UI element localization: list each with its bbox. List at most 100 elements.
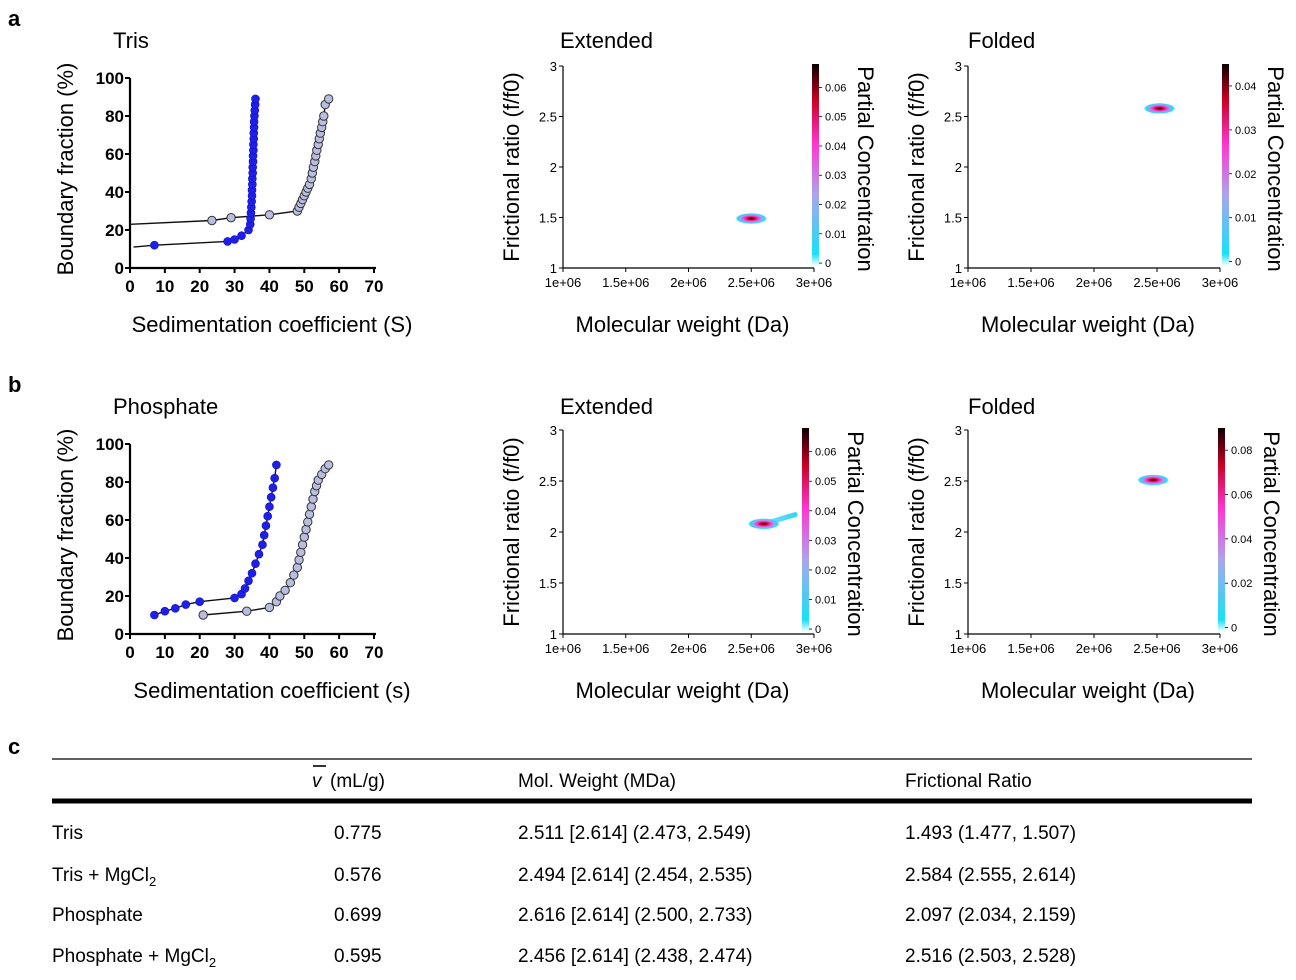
chart-phosphate-folded: Folded 1e+06 1.5e+06 2e+06 2.5e+06 3e+06 1 1.5 2… [904, 394, 1284, 703]
data-point [306, 502, 316, 512]
colorbar [812, 64, 819, 266]
data-point [171, 604, 180, 613]
y-tick-label: 100 [96, 435, 124, 454]
data-point [270, 473, 279, 483]
data-point [268, 483, 278, 493]
panel-letter-c: c [8, 734, 20, 759]
row-label: Phosphate + MgCl2 [52, 946, 216, 970]
colorbar-tick-label: 0.03 [825, 170, 846, 182]
table-header: v (mL/g) Mol. Weight (MDa) Frictional Ra… [312, 765, 1032, 792]
data-point [240, 584, 250, 593]
heat-peak [1143, 102, 1176, 114]
x-tick-label: 60 [330, 643, 349, 662]
x-tick-label: 2.5e+06 [728, 641, 775, 656]
x-tick-label: 3e+06 [796, 641, 833, 656]
y-tick-label: 2.5 [944, 474, 962, 489]
row-mw: 2.456 [2.614] (2.438, 2.474) [518, 946, 753, 967]
colorbar [1218, 428, 1225, 632]
row-label: Tris + MgCl2 [52, 865, 156, 889]
x-tick-label: 50 [295, 643, 314, 662]
x-tick-label: 2e+06 [1076, 275, 1113, 290]
colorbar-tick-label: 0.02 [815, 565, 836, 577]
colorbar-tick-label: 0 [815, 624, 821, 636]
data-point [251, 94, 260, 104]
data-point [230, 235, 239, 244]
colorbar-tick-label: 0 [1235, 257, 1241, 269]
data-point [263, 511, 272, 521]
y-tick-label: 1.5 [944, 211, 962, 226]
data-point [181, 600, 191, 609]
data-point [242, 606, 252, 616]
y-axis-label: Frictional ratio (f/f0) [499, 72, 524, 262]
x-tick-label: 2.5e+06 [728, 275, 775, 290]
y-axis-label: Frictional ratio (f/f0) [904, 437, 929, 627]
data-point [226, 212, 236, 223]
data-point [266, 492, 276, 502]
row-mw: 2.494 [2.614] (2.454, 2.535) [518, 865, 753, 886]
x-tick-label: 2e+06 [670, 641, 707, 656]
chart-tris-folded: Folded 1e+06 1.5e+06 2e+06 2.5e+06 3e+06 1 1.5 2… [904, 28, 1288, 337]
heat-peak [1137, 474, 1170, 486]
header-frictional-ratio: Frictional Ratio [905, 771, 1032, 792]
colorbar-tick-label: 0.04 [825, 141, 846, 153]
data-point [296, 547, 306, 557]
data-point [272, 460, 281, 470]
colorbar-tick-label: 0.05 [825, 112, 846, 124]
data-point [258, 540, 267, 550]
colorbar-tick-label: 0 [825, 258, 831, 270]
header-v-unit: (mL/g) [330, 771, 385, 792]
row-v: 0.775 [334, 823, 382, 844]
header-mol-weight: Mol. Weight (MDa) [518, 771, 676, 792]
colorbar-label: Partial Concentration [853, 66, 878, 271]
heat-peak [747, 518, 780, 530]
y-tick-label: 2 [955, 525, 962, 540]
x-axis-label: Sedimentation coefficient (s) [133, 678, 410, 703]
y-tick-label: 2.5 [944, 110, 962, 125]
y-axis-label: Boundary fraction (%) [53, 63, 78, 276]
y-tick-label: 2 [550, 160, 557, 175]
data-point [254, 549, 264, 559]
y-axis-label: Boundary fraction (%) [53, 429, 78, 642]
x-tick-label: 1e+06 [545, 275, 582, 290]
data-point [264, 602, 275, 613]
y-tick-label: 1.5 [539, 211, 557, 226]
row-mw: 2.616 [2.614] (2.500, 2.733) [518, 905, 753, 926]
chart-title: Folded [968, 394, 1035, 419]
row-fr: 2.097 (2.034, 2.159) [905, 905, 1076, 926]
series-line [203, 464, 330, 616]
y-tick-label: 1.5 [944, 576, 962, 591]
y-tick-label: 1.5 [539, 576, 557, 591]
row-v: 0.699 [334, 905, 382, 926]
y-axis-label: Frictional ratio (f/f0) [904, 72, 929, 262]
colorbar-tick-label: 0.05 [815, 476, 836, 488]
data-point [207, 215, 217, 226]
chart-tris-extended: Extended 1e+06 1.5e+06 2e+06 2.5e+06 3e+06 1 1.… [499, 28, 878, 337]
y-tick-label: 80 [105, 107, 124, 126]
x-tick-label: 30 [225, 643, 244, 662]
y-tick-label: 3 [550, 59, 557, 74]
x-tick-label: 1.5e+06 [602, 275, 649, 290]
y-tick-label: 0 [115, 259, 124, 278]
x-axis-label: Sedimentation coefficient (S) [132, 312, 413, 337]
colorbar-label: Partial Concentration [1259, 431, 1284, 636]
x-tick-label: 3e+06 [1202, 275, 1239, 290]
data-point [251, 559, 260, 569]
data-point [150, 610, 159, 620]
x-tick-label: 2.5e+06 [1133, 275, 1180, 290]
x-tick-label: 50 [295, 277, 314, 296]
data-point [247, 568, 257, 578]
x-axis-label: Molecular weight (Da) [576, 312, 790, 337]
x-tick-label: 10 [155, 643, 174, 662]
x-tick-label: 1.5e+06 [602, 641, 649, 656]
x-axis-label: Molecular weight (Da) [981, 678, 1195, 703]
x-tick-label: 70 [365, 643, 384, 662]
y-tick-label: 2.5 [539, 110, 557, 125]
data-point [198, 610, 208, 620]
row-fr: 2.516 (2.503, 2.528) [905, 946, 1076, 967]
data-point [292, 562, 303, 573]
row-v: 0.576 [334, 865, 382, 886]
colorbar-tick-label: 0.01 [1235, 213, 1256, 225]
data-point [150, 240, 159, 250]
table-row: Phosphate + MgCl2 0.595 2.456 [2.614] (2… [52, 946, 1076, 970]
heat-peak [735, 213, 768, 225]
